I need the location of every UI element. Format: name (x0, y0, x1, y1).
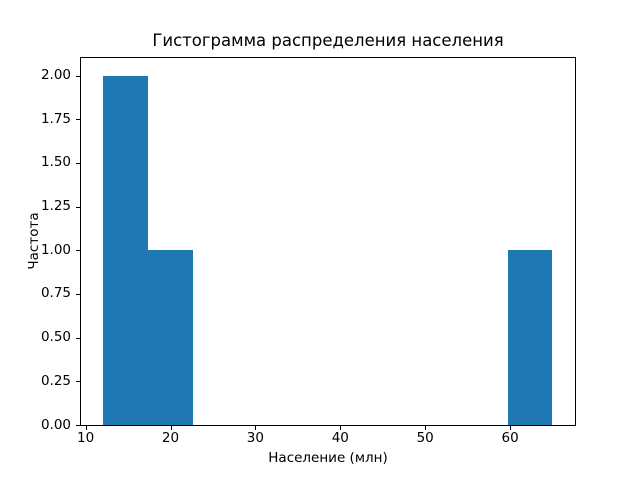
x-tick-mark (510, 426, 512, 430)
y-tick-mark (76, 381, 81, 383)
y-tick-label: 1.00 (40, 241, 71, 258)
y-tick-label: 2.00 (40, 67, 71, 83)
y-tick-label: 0.25 (40, 372, 71, 389)
y-tick-label: 1.25 (40, 198, 71, 214)
x-tick-mark (85, 426, 87, 430)
y-tick-label: 1.50 (40, 154, 71, 171)
histogram-bar (148, 250, 194, 425)
x-tick-label: 20 (161, 430, 180, 446)
y-tick-mark (76, 206, 81, 208)
chart-title: Гистограмма распределения населения (152, 31, 504, 50)
y-tick-mark (76, 162, 81, 164)
y-tick-label: 0.50 (40, 329, 71, 346)
x-tick-label: 30 (246, 430, 264, 446)
y-tick-mark (76, 75, 81, 77)
x-tick-mark (425, 426, 427, 430)
y-tick-mark (76, 250, 81, 252)
y-tick-mark (76, 293, 81, 295)
y-tick-label: 0.75 (40, 285, 71, 302)
x-tick-label: 50 (416, 430, 434, 446)
y-tick-label: 1.75 (40, 110, 71, 127)
x-tick-mark (170, 426, 172, 430)
y-tick-label: 0.00 (40, 416, 71, 433)
x-axis-label: Население (млн) (268, 450, 388, 466)
y-tick-mark (76, 337, 81, 339)
plot-area: 10 20 30 40 50 60 0.00 0.25 0.50 0.75 1.00 1.25 1.50… (41, 57, 576, 446)
x-tick-mark (255, 426, 257, 430)
histogram-bar (103, 75, 149, 425)
x-tick-label: 10 (77, 430, 95, 446)
histogram-bar (507, 250, 553, 425)
x-tick-label: 40 (331, 430, 349, 446)
y-tick-mark (76, 119, 81, 121)
x-tick-mark (340, 426, 342, 430)
x-tick-label: 60 (501, 430, 519, 446)
y-tick-mark (76, 425, 81, 426)
